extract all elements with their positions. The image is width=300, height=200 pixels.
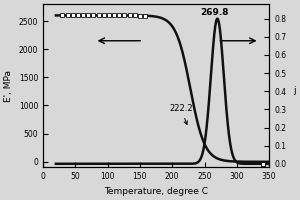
Y-axis label: j: j (293, 86, 296, 95)
Y-axis label: E', MPa: E', MPa (4, 70, 13, 102)
Text: 222.2: 222.2 (169, 104, 193, 124)
X-axis label: Temperature, degree C: Temperature, degree C (104, 187, 208, 196)
Text: 269.8: 269.8 (201, 8, 229, 17)
